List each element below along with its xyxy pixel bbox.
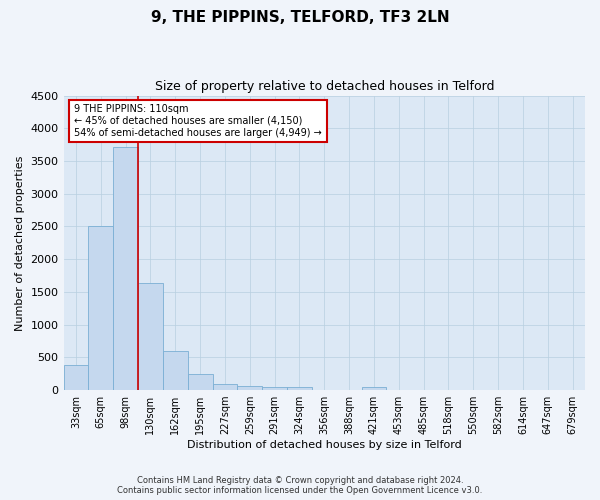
Bar: [362, 387, 386, 390]
Bar: [113, 146, 138, 390]
Text: Contains HM Land Registry data © Crown copyright and database right 2024.
Contai: Contains HM Land Registry data © Crown c…: [118, 476, 482, 495]
Bar: [287, 388, 312, 390]
Bar: [262, 387, 287, 390]
Bar: [212, 384, 238, 390]
Bar: [238, 386, 262, 390]
Bar: [163, 351, 188, 390]
Title: Size of property relative to detached houses in Telford: Size of property relative to detached ho…: [155, 80, 494, 93]
Text: 9 THE PIPPINS: 110sqm
← 45% of detached houses are smaller (4,150)
54% of semi-d: 9 THE PIPPINS: 110sqm ← 45% of detached …: [74, 104, 322, 138]
Bar: [88, 226, 113, 390]
Bar: [138, 282, 163, 390]
Text: 9, THE PIPPINS, TELFORD, TF3 2LN: 9, THE PIPPINS, TELFORD, TF3 2LN: [151, 10, 449, 25]
Bar: [188, 374, 212, 390]
Bar: [64, 365, 88, 390]
X-axis label: Distribution of detached houses by size in Telford: Distribution of detached houses by size …: [187, 440, 461, 450]
Y-axis label: Number of detached properties: Number of detached properties: [15, 155, 25, 330]
